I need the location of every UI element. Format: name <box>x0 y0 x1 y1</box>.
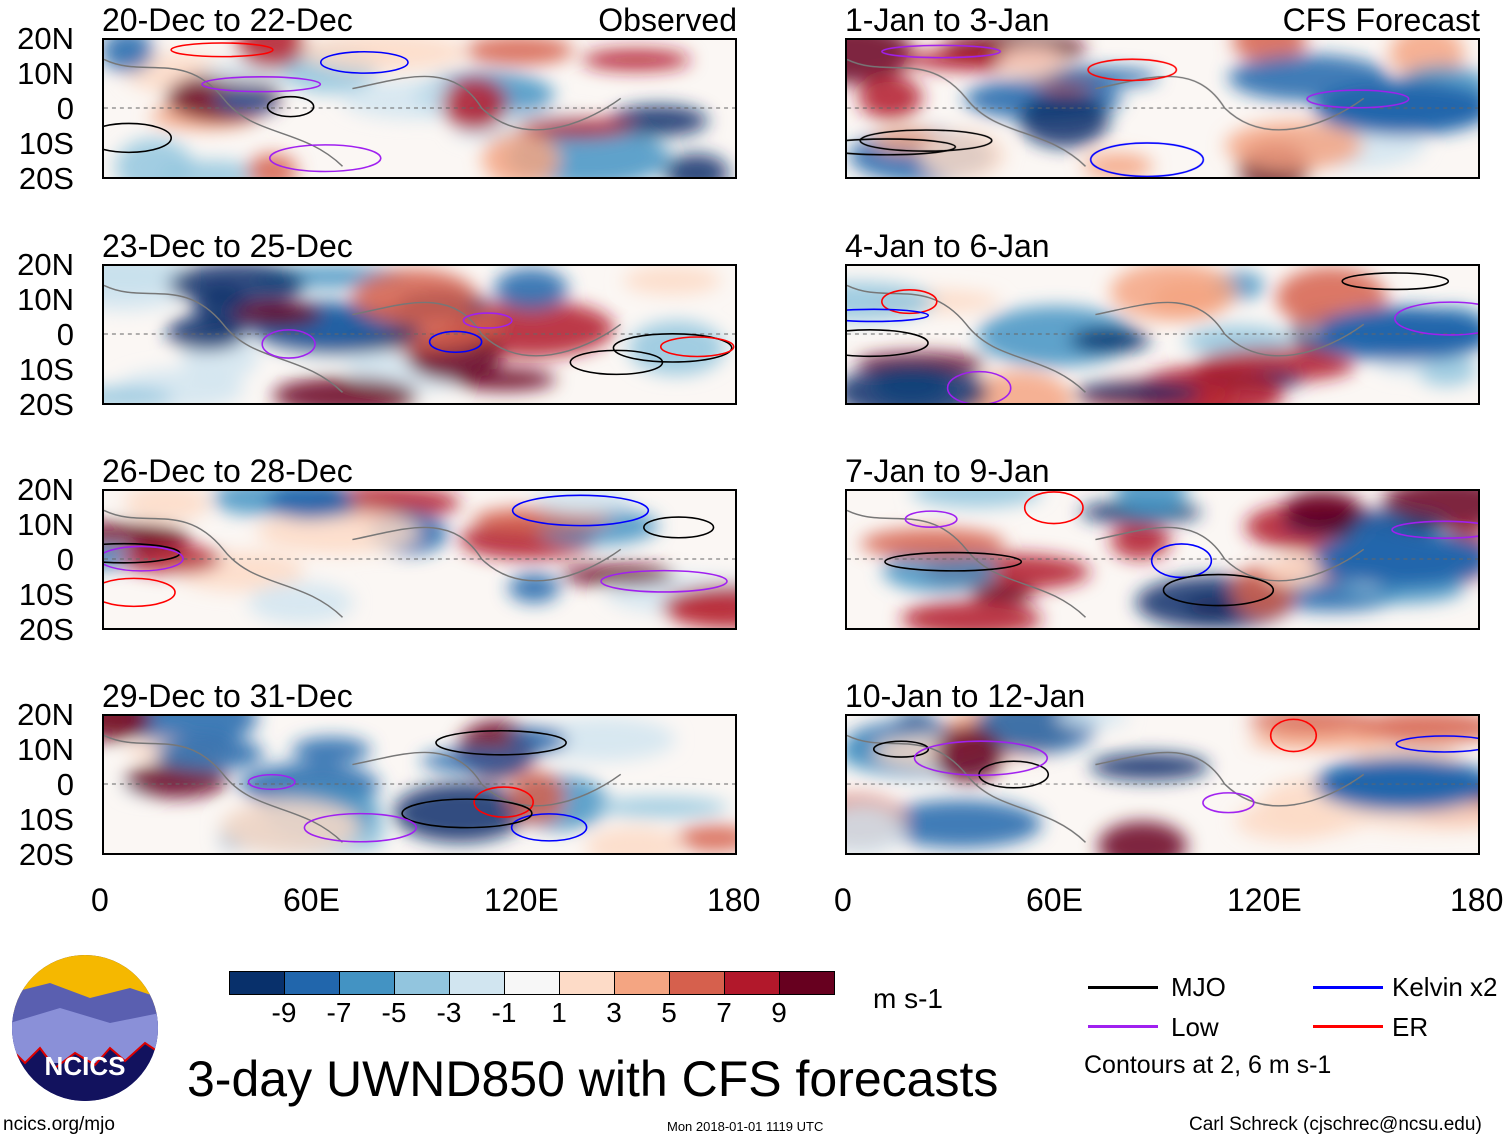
map-panel <box>845 714 1480 855</box>
colorbar-label: -7 <box>326 997 352 1028</box>
lat-label: 10N <box>17 56 74 91</box>
colorbar-label: -1 <box>491 997 517 1028</box>
legend-label: Kelvin x2 <box>1392 972 1498 1002</box>
lat-label: 20N <box>17 21 74 56</box>
footer-timestamp: Mon 2018-01-01 1119 UTC <box>667 1119 824 1134</box>
colorbar-swatch <box>229 971 285 995</box>
colorbar-swatch <box>559 971 615 995</box>
legend-label: ER <box>1392 1012 1429 1042</box>
lon-label: 180 <box>707 882 761 918</box>
lat-label: 20N <box>17 247 74 282</box>
colorbar-swatch <box>614 971 670 995</box>
footer-author: Carl Schreck (cjschrec@ncsu.edu) <box>1189 1114 1482 1135</box>
panel-tag: CFS Forecast <box>1282 2 1480 38</box>
lat-label: 10S <box>18 126 74 161</box>
lon-label: 0 <box>91 882 109 918</box>
lat-label: 10S <box>18 802 74 837</box>
lat-label: 20N <box>17 697 74 732</box>
colorbar-swatch <box>724 971 780 995</box>
panel-title: 7-Jan to 9-Jan <box>845 453 1050 489</box>
map-panel <box>845 38 1480 179</box>
legend-line-er <box>1313 1025 1383 1028</box>
svg-text:NCICS: NCICS <box>45 1051 126 1081</box>
lat-label: 0 <box>56 767 74 802</box>
figure-title: 3-day UWND850 with CFS forecasts <box>187 1051 999 1107</box>
colorbar-swatch <box>449 971 505 995</box>
lat-label: 10N <box>17 282 74 317</box>
lat-label: 20S <box>18 612 74 647</box>
lat-label: 0 <box>56 542 74 577</box>
colorbar-swatch <box>779 971 835 995</box>
ncics-logo: NCICS <box>12 955 158 1101</box>
panel-title: 1-Jan to 3-Jan <box>845 2 1050 38</box>
lon-label: 180 <box>1450 882 1504 918</box>
lat-label: 10S <box>18 577 74 612</box>
lon-label: 60E <box>1026 882 1083 918</box>
footer-url[interactable]: ncics.org/mjo <box>3 1114 115 1135</box>
colorbar-swatch <box>669 971 725 995</box>
map-panel <box>102 489 737 630</box>
colorbar-label: 3 <box>606 997 622 1028</box>
panel-title: 26-Dec to 28-Dec <box>102 453 353 489</box>
colorbar-label: 7 <box>716 997 732 1028</box>
colorbar-label: 1 <box>551 997 567 1028</box>
contour-note: Contours at 2, 6 m s-1 <box>1084 1051 1332 1079</box>
colorbar-label: -5 <box>381 997 407 1028</box>
map-panel <box>102 714 737 855</box>
lat-label: 20N <box>17 472 74 507</box>
lat-label: 0 <box>56 317 74 352</box>
panel-title: 20-Dec to 22-Dec <box>102 2 353 38</box>
lat-label: 10N <box>17 732 74 767</box>
legend-line-kelvin <box>1313 986 1383 989</box>
colorbar-swatch <box>339 971 395 995</box>
legend-label: MJO <box>1171 972 1226 1002</box>
panel-title: 4-Jan to 6-Jan <box>845 228 1050 264</box>
lat-label: 20S <box>18 161 74 196</box>
colorbar-label: -3 <box>436 997 462 1028</box>
lat-label: 0 <box>56 91 74 126</box>
map-panel <box>102 264 737 405</box>
colorbar-label: -9 <box>271 997 297 1028</box>
map-panel <box>845 264 1480 405</box>
lat-label: 20S <box>18 387 74 422</box>
lon-label: 60E <box>283 882 340 918</box>
legend-line-mjo <box>1088 986 1158 989</box>
colorbar-swatch <box>394 971 450 995</box>
colorbar-label: 5 <box>661 997 677 1028</box>
lon-label: 120E <box>484 882 559 918</box>
lat-label: 20S <box>18 837 74 872</box>
lat-label: 10S <box>18 352 74 387</box>
panel-title: 10-Jan to 12-Jan <box>845 678 1086 714</box>
colorbar-swatch <box>504 971 560 995</box>
colorbar-label: 9 <box>771 997 787 1028</box>
lon-label: 120E <box>1227 882 1302 918</box>
legend-line-low <box>1088 1025 1158 1028</box>
panel-title: 29-Dec to 31-Dec <box>102 678 353 714</box>
map-panel <box>845 489 1480 630</box>
panel-tag: Observed <box>598 2 737 38</box>
colorbar-swatch <box>284 971 340 995</box>
panel-title: 23-Dec to 25-Dec <box>102 228 353 264</box>
legend-label: Low <box>1171 1012 1219 1042</box>
colorbar-units: m s-1 <box>873 983 943 1014</box>
map-panel <box>102 38 737 179</box>
lon-label: 0 <box>834 882 852 918</box>
lat-label: 10N <box>17 507 74 542</box>
